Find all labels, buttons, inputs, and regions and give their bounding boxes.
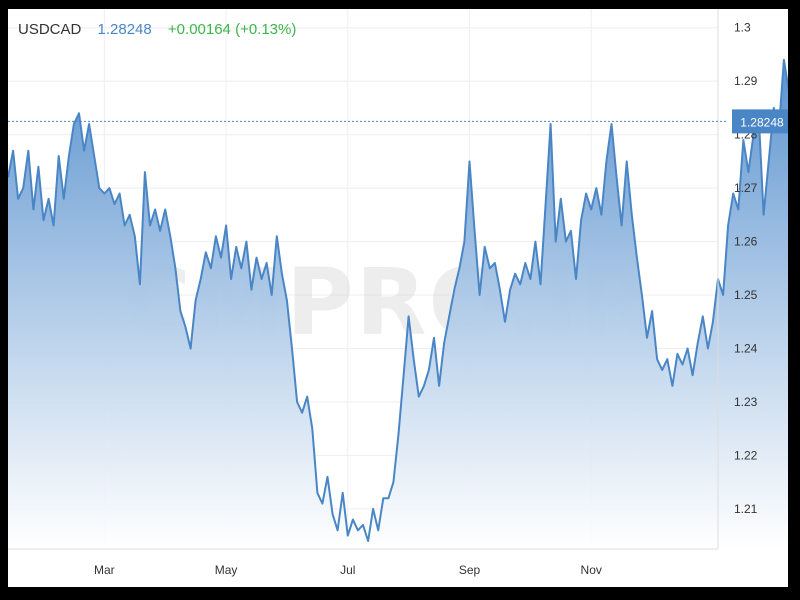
y-tick-label: 1.3 bbox=[734, 21, 751, 35]
y-tick-label: 1.25 bbox=[734, 288, 758, 302]
change-value: +0.00164 bbox=[167, 21, 231, 38]
x-tick-label: Jul bbox=[340, 563, 355, 577]
change-percent: (+0.13%) bbox=[235, 21, 297, 38]
price-chart: CMPRO.IR 1.211.221.231.241.251.261.271.2… bbox=[8, 9, 788, 577]
last-price: 1.28248 bbox=[97, 21, 152, 38]
last-price-badge-label: 1.28248 bbox=[740, 115, 784, 129]
x-tick-label: Nov bbox=[581, 563, 602, 577]
price-line bbox=[8, 58, 788, 542]
y-tick-label: 1.22 bbox=[734, 448, 758, 462]
y-tick-label: 1.26 bbox=[734, 235, 758, 249]
last-price-badge bbox=[732, 109, 788, 134]
y-tick-label: 1.27 bbox=[734, 181, 758, 195]
y-tick-label: 1.29 bbox=[734, 74, 758, 88]
last-price-marker: 1.28248 bbox=[8, 109, 788, 134]
symbol-label: USDCAD bbox=[18, 21, 82, 38]
chart-frame: CMPRO.IR 1.21 1.22 1.23 1.24 1.25 1.26 1.27 1.2… bbox=[8, 9, 788, 587]
x-tick-label: Mar bbox=[94, 563, 115, 577]
area-series bbox=[8, 58, 788, 549]
y-tick-label: 1.24 bbox=[734, 342, 758, 356]
y-tick-label: 1.21 bbox=[734, 502, 758, 516]
x-tick-label: May bbox=[215, 563, 238, 577]
quote-header: USDCAD 1.28248 +0.00164 (+0.13%) bbox=[18, 21, 308, 38]
axes: 1.211.221.231.241.251.261.271.281.291.3M… bbox=[8, 9, 758, 577]
y-tick-label: 1.23 bbox=[734, 395, 758, 409]
area-fill bbox=[8, 59, 788, 549]
x-tick-label: Sep bbox=[459, 563, 481, 577]
price-change: +0.00164 (+0.13%) bbox=[168, 21, 296, 38]
